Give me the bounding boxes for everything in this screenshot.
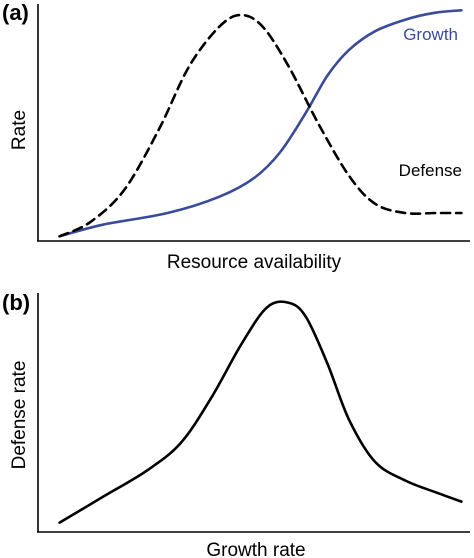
panel-b-xlabel: Growth rate <box>206 540 305 558</box>
panel-b-label: (b) <box>2 290 30 315</box>
defense-curve <box>58 13 463 238</box>
growth-curve <box>58 9 463 238</box>
panel-a-label: (a) <box>2 0 29 25</box>
growth-series-label: Growth <box>403 25 458 44</box>
panel-a-xlabel: Resource availability <box>167 252 342 273</box>
defense-series-label: Defense <box>399 161 462 180</box>
panel-b-ylabel: Defense rate <box>9 361 30 470</box>
panel-a: (a) Rate Resource availability Growth De… <box>2 0 470 273</box>
defense-vs-growth-curve <box>58 300 463 524</box>
panel-b: (b) Defense rate Growth rate <box>2 290 470 558</box>
panel-a-ylabel: Rate <box>9 110 30 150</box>
